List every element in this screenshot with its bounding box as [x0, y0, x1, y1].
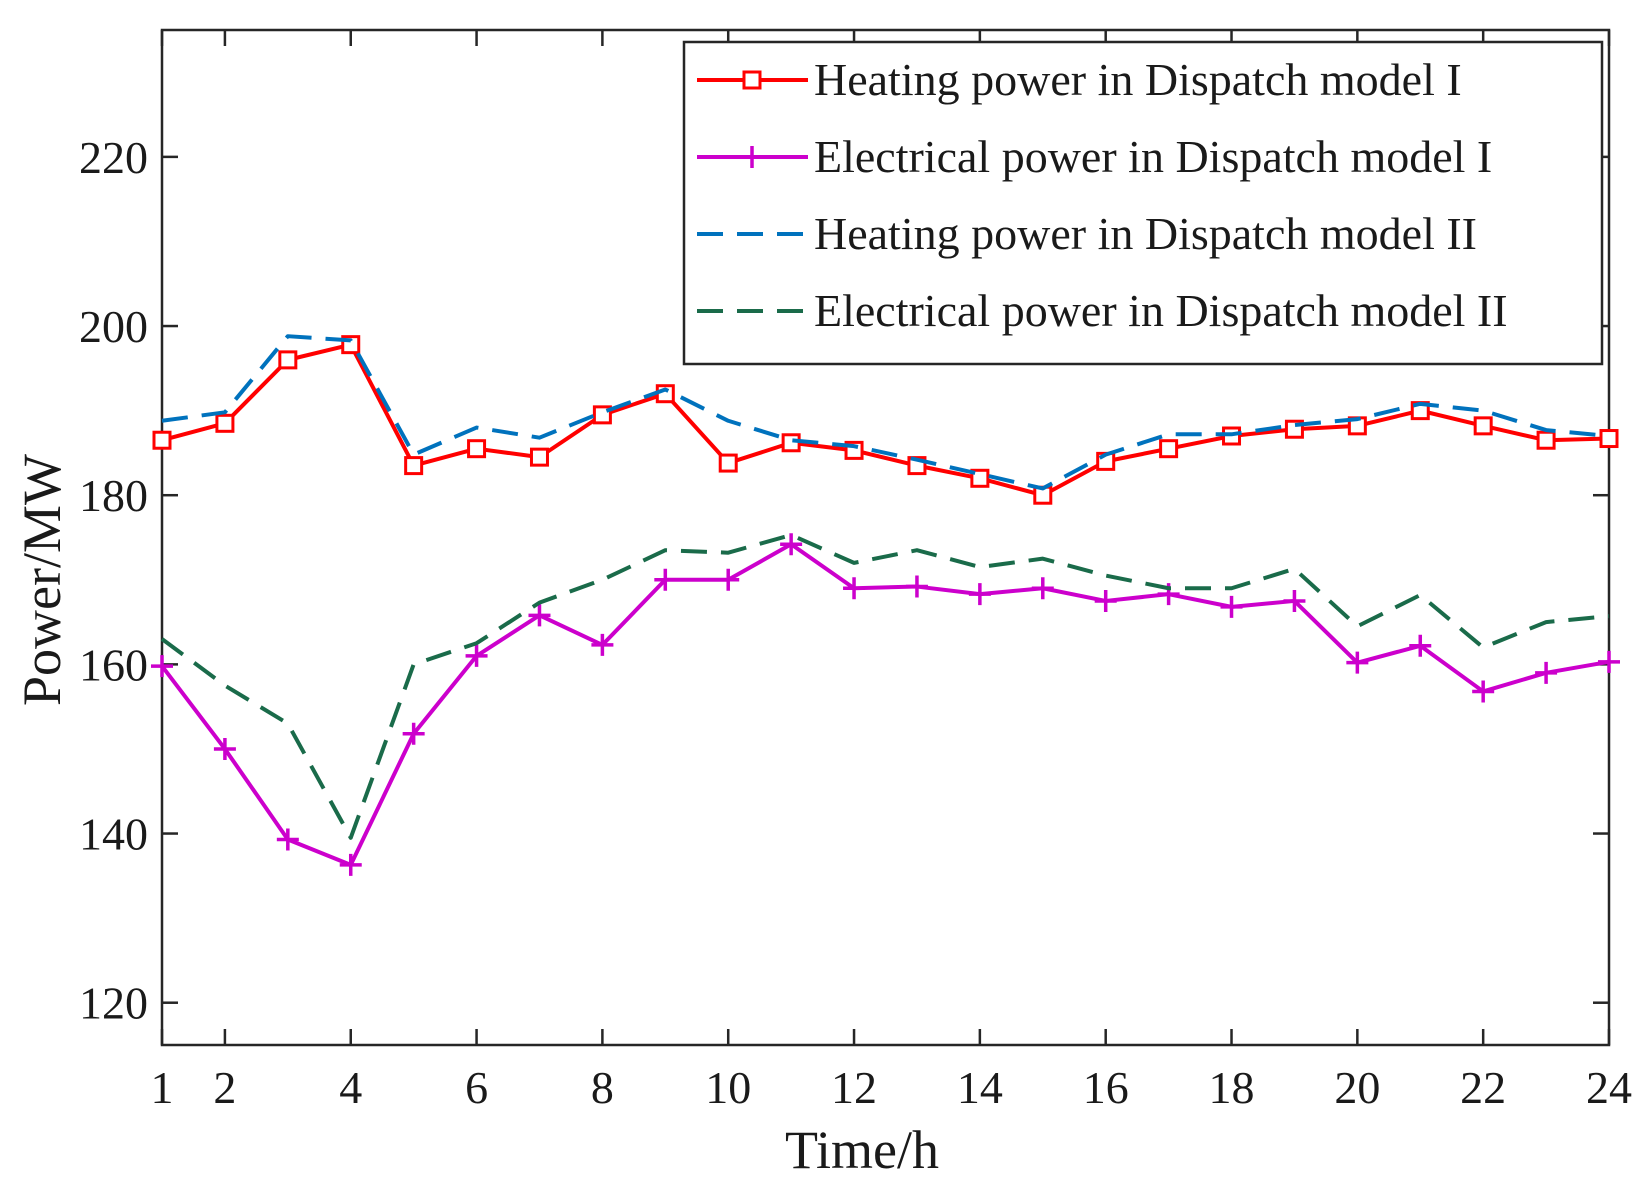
data-point-heating-model-1 — [1599, 429, 1619, 449]
data-point-electrical-model-1 — [1535, 661, 1558, 684]
x-tick-label: 4 — [339, 1062, 362, 1113]
data-point-electrical-model-1 — [465, 644, 488, 667]
data-point-heating-model-1 — [278, 350, 298, 370]
legend-entry-electrical-model-1: Electrical power in Dispatch model I — [697, 131, 1492, 182]
data-point-electrical-model-1 — [402, 722, 425, 745]
x-tick-label: 22 — [1460, 1062, 1506, 1113]
data-point-heating-model-1 — [215, 413, 235, 433]
data-point-electrical-model-1 — [1220, 595, 1243, 618]
legend-label: Heating power in Dispatch model I — [814, 54, 1462, 105]
series-line-electrical-model-2 — [160, 532, 1610, 840]
series-line-electrical-model-1 — [160, 542, 1610, 867]
series-electrical-model-1 — [151, 533, 1620, 876]
x-tick-label: 14 — [957, 1062, 1003, 1113]
series-line-heating-model-1 — [161, 342, 1610, 498]
legend-label: Heating power in Dispatch model II — [814, 208, 1477, 259]
data-point-electrical-model-1 — [339, 853, 362, 876]
data-point-heating-model-1 — [467, 439, 487, 459]
x-tick-label: 8 — [591, 1062, 614, 1113]
data-point-heating-model-1 — [781, 433, 801, 453]
data-point-electrical-model-1 — [1598, 650, 1620, 673]
y-tick-label: 140 — [79, 809, 148, 860]
series-heating-model-2 — [161, 334, 1610, 491]
data-point-electrical-model-1 — [780, 533, 803, 556]
y-axis-title: Power/MW — [12, 454, 72, 706]
data-point-electrical-model-1 — [213, 737, 236, 760]
legend-entry-electrical-model-2: Electrical power in Dispatch model II — [697, 285, 1508, 336]
x-axis-title: Time/h — [785, 1120, 939, 1180]
x-tick-label: 2 — [213, 1062, 236, 1113]
data-point-electrical-model-1 — [1283, 589, 1306, 612]
legend-entry-heating-model-2: Heating power in Dispatch model II — [697, 208, 1477, 259]
y-tick-label: 160 — [79, 639, 148, 690]
data-point-electrical-model-1 — [1094, 589, 1117, 612]
data-point-heating-model-1 — [1536, 430, 1556, 450]
data-point-heating-model-1 — [592, 405, 612, 425]
legend-label: Electrical power in Dispatch model II — [814, 285, 1508, 336]
data-point-electrical-model-1 — [1409, 634, 1432, 657]
data-point-electrical-model-1 — [654, 568, 677, 591]
data-point-heating-model-1 — [1473, 416, 1493, 436]
series-line-heating-model-2 — [161, 334, 1610, 491]
legend-box — [682, 40, 1604, 366]
data-point-heating-model-1 — [1159, 439, 1179, 459]
y-axis: 120 140 160 180 200 220 — [79, 132, 1609, 1029]
data-point-electrical-model-1 — [591, 633, 614, 656]
x-tick-label: 20 — [1334, 1062, 1380, 1113]
legend: Heating power in Dispatch model I Electri… — [682, 40, 1604, 366]
data-point-heating-model-1 — [152, 430, 172, 450]
data-point-heating-model-1 — [529, 447, 549, 467]
y-tick-label: 200 — [79, 301, 148, 352]
legend-marker — [742, 70, 762, 90]
data-point-heating-model-1 — [718, 453, 738, 473]
y-tick-label: 220 — [79, 132, 148, 183]
data-point-electrical-model-1 — [1031, 577, 1054, 600]
y-tick-label: 180 — [79, 470, 148, 521]
legend-entry-heating-model-1: Heating power in Dispatch model I — [697, 54, 1462, 105]
x-tick-label: 10 — [705, 1062, 751, 1113]
data-point-electrical-model-1 — [1472, 680, 1495, 703]
x-tick-label: 18 — [1209, 1062, 1255, 1113]
data-point-electrical-model-1 — [1346, 651, 1369, 674]
x-tick-label: 6 — [465, 1062, 488, 1113]
data-point-electrical-model-1 — [528, 604, 551, 627]
data-point-heating-model-1 — [970, 468, 990, 488]
series-layer — [151, 334, 1620, 876]
data-point-electrical-model-1 — [968, 583, 991, 606]
y-tick-label: 120 — [79, 978, 148, 1029]
legend-marker — [741, 146, 763, 168]
series-electrical-model-2 — [160, 532, 1610, 840]
data-point-electrical-model-1 — [905, 575, 928, 598]
x-tick-label: 24 — [1586, 1062, 1632, 1113]
x-tick-label: 12 — [831, 1062, 877, 1113]
data-point-electrical-model-1 — [276, 828, 299, 851]
data-point-electrical-model-1 — [717, 568, 740, 591]
data-point-electrical-model-1 — [843, 577, 866, 600]
x-tick-label: 1 — [151, 1062, 174, 1113]
data-point-electrical-model-1 — [151, 655, 173, 678]
legend-label: Electrical power in Dispatch model I — [814, 131, 1492, 182]
data-point-heating-model-1 — [404, 456, 424, 476]
x-tick-label: 16 — [1083, 1062, 1129, 1113]
